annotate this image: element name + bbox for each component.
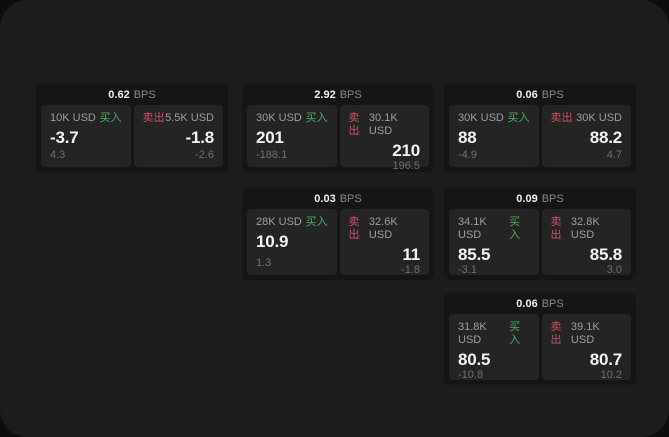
buy-price: 201 (256, 128, 284, 147)
sell-change: 196.5 (392, 160, 420, 172)
buy-label: 买入 (99, 112, 122, 124)
bps-unit-label: BPS (339, 88, 362, 101)
sell-label: 卖出 (348, 216, 360, 241)
sell-label: 卖出 (142, 112, 165, 124)
quote-panels: 30K USD 买入 88 -4.9 卖出 30K USD 88.2 4.7 (449, 105, 631, 167)
sell-tile[interactable]: 卖出 39.1K USD 80.7 10.2 (541, 314, 631, 381)
sell-tile[interactable]: 卖出 30K USD 88.2 4.7 (541, 105, 631, 167)
buy-amount: 30K USD (458, 112, 504, 124)
buy-change: 1.3 (256, 257, 272, 269)
buy-tile[interactable]: 30K USD 买入 88 -4.9 (449, 105, 539, 167)
spread-header: 0.09 BPS (449, 188, 631, 209)
spread-value: 2.92 (314, 88, 336, 101)
sell-label: 卖出 (550, 321, 562, 346)
sell-amount: 32.8K USD (570, 216, 600, 241)
quote-panels: 34.1K USD 买入 85.5 -3.1 卖出 32.8K USD 85.8… (449, 209, 631, 276)
quote-panels: 10K USD 买入 -3.7 4.3 卖出 5.5K USD -1.8 -2.… (41, 105, 223, 167)
buy-amount: 34.1K USD (458, 216, 487, 241)
quote-card: 0.03 BPS 28K USD 买入 10.9 1.3 卖出 32.6K US… (242, 188, 434, 280)
spread-header: 0.03 BPS (247, 188, 429, 209)
spread-value: 0.62 (108, 88, 130, 101)
sell-price: 210 (392, 141, 420, 160)
buy-change: -3.1 (458, 264, 477, 276)
buy-price: 10.9 (256, 232, 289, 251)
buy-tile[interactable]: 31.8K USD 买入 80.5 -10.8 (449, 314, 539, 381)
quote-card: 0.06 BPS 31.8K USD 买入 80.5 -10.8 卖出 39.1… (444, 293, 636, 385)
quote-panels: 30K USD 买入 201 -188.1 卖出 30.1K USD 210 1… (247, 105, 429, 172)
sell-label: 卖出 (550, 216, 562, 241)
sell-change: 4.7 (606, 149, 622, 161)
buy-tile[interactable]: 34.1K USD 买入 85.5 -3.1 (449, 209, 539, 276)
buy-change: -188.1 (256, 149, 288, 161)
bps-unit-label: BPS (541, 192, 564, 205)
sell-amount: 30.1K USD (368, 112, 398, 137)
sell-tile[interactable]: 卖出 5.5K USD -1.8 -2.6 (133, 105, 223, 167)
sell-tile[interactable]: 卖出 30.1K USD 210 196.5 (339, 105, 429, 172)
sell-amount: 30K USD (576, 112, 622, 124)
spread-value: 0.06 (516, 88, 538, 101)
sell-price: 85.8 (589, 245, 622, 264)
sell-change: -1.8 (401, 264, 420, 276)
quote-card: 0.62 BPS 10K USD 买入 -3.7 4.3 卖出 5.5K USD… (36, 84, 228, 172)
sell-change: 3.0 (606, 264, 622, 276)
sell-price: 88.2 (589, 128, 622, 147)
buy-change: -4.9 (458, 149, 477, 161)
buy-label: 买入 (509, 216, 521, 241)
bps-unit-label: BPS (133, 88, 156, 101)
buy-price: 88 (458, 128, 477, 147)
spread-header: 0.06 BPS (449, 84, 631, 105)
buy-tile[interactable]: 28K USD 买入 10.9 1.3 (247, 209, 337, 275)
sell-label: 卖出 (348, 112, 360, 137)
quote-panels: 31.8K USD 买入 80.5 -10.8 卖出 39.1K USD 80.… (449, 314, 631, 381)
buy-price: 85.5 (458, 245, 491, 264)
quote-panels: 28K USD 买入 10.9 1.3 卖出 32.6K USD 11 -1.8 (247, 209, 429, 276)
sell-tile[interactable]: 卖出 32.6K USD 11 -1.8 (339, 209, 429, 276)
sell-price: 80.7 (589, 350, 622, 369)
bps-unit-label: BPS (339, 192, 362, 205)
spread-header: 2.92 BPS (247, 84, 429, 105)
sell-price: 11 (402, 245, 420, 264)
quote-card: 0.06 BPS 30K USD 买入 88 -4.9 卖出 30K USD 8… (444, 84, 636, 172)
spread-value: 0.06 (516, 297, 538, 310)
sell-price: -1.8 (185, 128, 215, 147)
sell-amount: 39.1K USD (570, 321, 600, 346)
buy-label: 买入 (305, 112, 328, 124)
bps-unit-label: BPS (541, 88, 564, 101)
buy-label: 买入 (507, 112, 530, 124)
sell-change: 10.2 (600, 369, 622, 381)
sell-amount: 5.5K USD (165, 112, 214, 124)
bps-unit-label: BPS (541, 297, 564, 310)
sell-amount: 32.6K USD (368, 216, 398, 241)
spread-header: 0.62 BPS (41, 84, 223, 105)
buy-change: 4.3 (50, 149, 66, 161)
buy-tile[interactable]: 10K USD 买入 -3.7 4.3 (41, 105, 131, 167)
buy-tile[interactable]: 30K USD 买入 201 -188.1 (247, 105, 337, 167)
spread-header: 0.06 BPS (449, 293, 631, 314)
buy-price: 80.5 (458, 350, 491, 369)
buy-change: -10.8 (458, 369, 484, 381)
quote-card: 0.09 BPS 34.1K USD 买入 85.5 -3.1 卖出 32.8K… (444, 188, 636, 280)
buy-amount: 28K USD (256, 216, 302, 228)
buy-price: -3.7 (50, 128, 79, 147)
sell-label: 卖出 (550, 112, 573, 124)
buy-amount: 10K USD (50, 112, 96, 124)
buy-label: 买入 (509, 321, 521, 346)
sell-change: -2.6 (195, 149, 214, 161)
buy-amount: 30K USD (256, 112, 302, 124)
buy-amount: 31.8K USD (458, 321, 487, 346)
buy-label: 买入 (305, 216, 328, 228)
spread-value: 0.03 (314, 192, 336, 205)
quote-card: 2.92 BPS 30K USD 买入 201 -188.1 卖出 30.1K … (242, 84, 434, 172)
spread-value: 0.09 (516, 192, 538, 205)
sell-tile[interactable]: 卖出 32.8K USD 85.8 3.0 (541, 209, 631, 276)
